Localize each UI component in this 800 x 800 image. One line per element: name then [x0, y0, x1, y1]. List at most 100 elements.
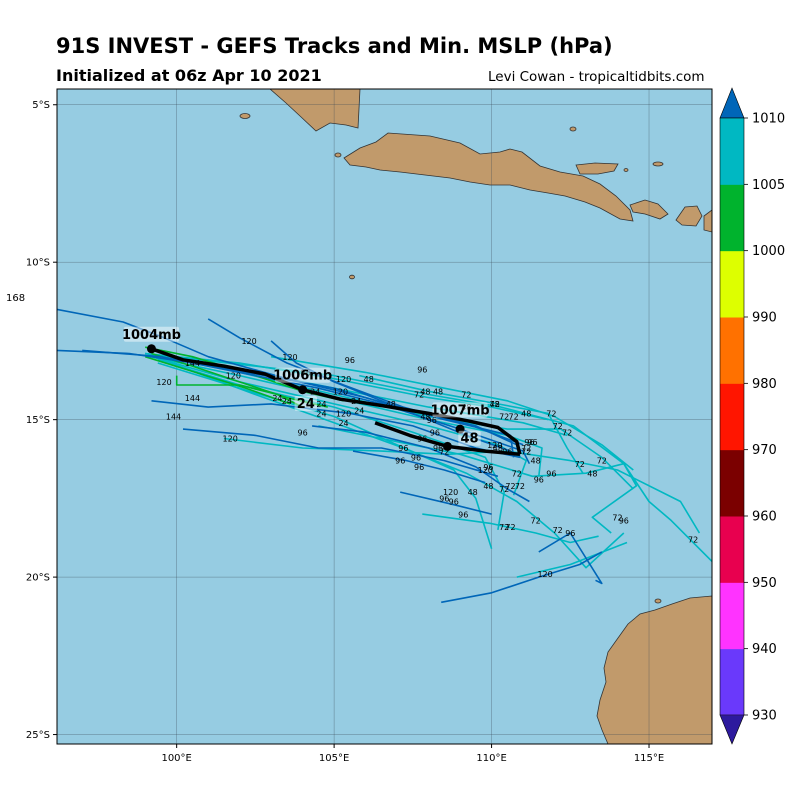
ensemble-track-26: [400, 491, 492, 515]
hour-label: 120: [443, 488, 458, 497]
hour-label: 72: [461, 391, 471, 400]
ensemble-track-11: [223, 437, 701, 534]
hour-label: 120: [156, 378, 171, 387]
hour-label: 48: [483, 482, 493, 491]
lon-label: 115°E: [634, 753, 664, 764]
colorbar-segment-7: [720, 184, 744, 252]
mean-track-label: 1004mb: [122, 328, 181, 343]
colorbar-segment-1: [720, 582, 744, 650]
sumatra-landmass: [269, 89, 361, 132]
ensemble-track-28: [538, 532, 603, 585]
ensemble-tracks: [57, 308, 712, 604]
colorbar-segment-2: [720, 516, 744, 583]
hour-label: 120: [537, 570, 552, 579]
lat-label: 25°S: [26, 730, 50, 741]
colorbar-label: 1010: [752, 112, 785, 127]
hour-label: 72: [499, 523, 509, 532]
hour-label: 72: [531, 517, 541, 526]
ensemble-track-8: [170, 355, 712, 562]
colorbar-label: 1005: [752, 178, 785, 193]
colorbar-label: 990: [752, 311, 777, 326]
hour-label: 48: [420, 387, 430, 396]
hour-label: 96: [565, 529, 575, 538]
hour-label: 72: [414, 391, 424, 400]
ensemble-track-16: [151, 352, 328, 408]
australia-landmass: [596, 595, 712, 744]
label-box: [432, 402, 488, 418]
lombok-island: [675, 205, 703, 227]
hour-label: 72: [553, 526, 563, 535]
colorbar-segment-8: [720, 118, 744, 185]
hour-label: 96: [301, 369, 311, 378]
mean-track-label: 1006mb: [273, 369, 332, 384]
hour-label: 144: [185, 359, 200, 368]
label-box: [123, 326, 180, 342]
small-island-e: [623, 168, 629, 172]
map-frame: [56, 88, 713, 745]
hour-label: 72: [509, 413, 519, 422]
ensemble-track-29: [312, 425, 530, 503]
chart-subtitle: Initialized at 06z Apr 10 2021: [56, 66, 322, 85]
hour-label: 96: [534, 476, 544, 485]
hour-label: 72: [505, 482, 515, 491]
hour-label: 48: [364, 375, 374, 384]
ensemble-track-25: [270, 340, 511, 452]
mean-track-point-0: [146, 344, 156, 354]
hour-label: 96: [524, 438, 534, 447]
hour-label: 96: [427, 416, 437, 425]
hour-label: 48: [531, 457, 541, 466]
hour-label: 120: [487, 441, 502, 450]
hour-label: 24: [316, 400, 326, 409]
ensemble-track-22: [151, 400, 521, 459]
hour-label: 96: [417, 435, 427, 444]
hour-label: 120: [336, 410, 351, 419]
colorbar-label: 1000: [752, 244, 785, 259]
chart-title: 91S INVEST - GEFS Tracks and Min. MSLP (…: [56, 34, 613, 58]
hour-label: 96: [414, 463, 424, 472]
small-island-a: [239, 113, 251, 119]
colorbar-segment-0: [720, 648, 744, 716]
hour-label: 96: [430, 428, 440, 437]
hour-label: 48: [521, 410, 531, 419]
lon-label: 110°E: [476, 753, 506, 764]
ensemble-track-30: [352, 450, 486, 484]
lon-label: 100°E: [161, 753, 191, 764]
hour-label: 96: [546, 469, 556, 478]
hour-label: 96: [527, 438, 537, 447]
mean-track: [146, 344, 522, 457]
stray-hour-label: 168: [6, 293, 25, 304]
hour-label: 120: [478, 466, 493, 475]
ensemble-track-21: [82, 349, 531, 465]
hour-label: 144: [185, 394, 200, 403]
ensemble-track-18: [144, 355, 291, 405]
hour-label: 72: [505, 523, 515, 532]
label-box: [458, 430, 481, 446]
hour-label: 96: [458, 510, 468, 519]
hour-label: 24: [282, 397, 292, 406]
small-island-c: [334, 152, 342, 158]
small-island-d: [349, 274, 355, 280]
ensemble-track-23: [182, 428, 499, 478]
ensemble-track-7: [170, 362, 625, 569]
hour-label: 120: [226, 372, 241, 381]
mean-track-label: 24: [297, 397, 315, 412]
map-content: 1441201201201201441441209696120120489672…: [57, 89, 712, 744]
colorbar-label: 940: [752, 642, 777, 657]
hour-label: 72: [490, 400, 500, 409]
hour-label: 24: [310, 387, 320, 396]
axis-labels: 5°S 10°S 15°S 20°S 25°S 100°E 105°E 110°E 115°E: [26, 100, 664, 764]
hour-label: 96: [439, 495, 449, 504]
hour-label: 72: [499, 485, 509, 494]
credit-text: Levi Cowan - tropicaltidbits.com: [488, 69, 705, 85]
hour-label: 96: [417, 365, 427, 374]
hour-label: 72: [521, 444, 531, 453]
hour-label: 96: [395, 457, 405, 466]
small-island-f: [654, 598, 662, 604]
java-landmass: [343, 132, 634, 222]
mean-track-segment-0: [150, 347, 522, 455]
hour-label: 96: [298, 428, 308, 437]
hour-label: 48: [433, 387, 443, 396]
hour-label: 96: [502, 447, 512, 456]
hour-label: 96: [433, 444, 443, 453]
